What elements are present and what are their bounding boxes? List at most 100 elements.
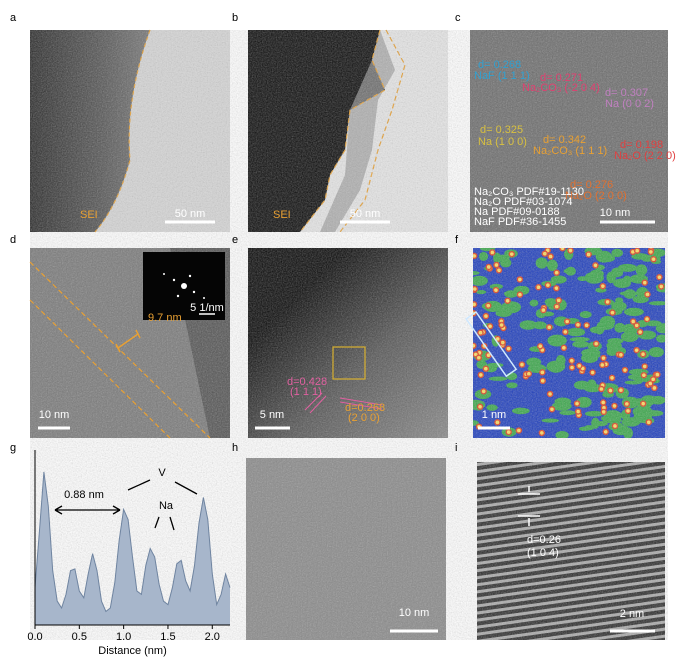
atom-core: [506, 346, 511, 351]
atom-core: [547, 325, 552, 330]
blob: [576, 396, 592, 408]
atom-core: [473, 302, 476, 307]
atom-core: [634, 348, 639, 352]
annotation: d= 0.271: [540, 72, 583, 84]
x-tick-label: 0.5: [72, 631, 87, 643]
atom-core: [603, 430, 608, 434]
annotation: V: [158, 467, 166, 479]
atom-core: [548, 392, 552, 396]
atom-core: [610, 376, 614, 380]
atom-core: [540, 431, 544, 435]
atom-core: [641, 401, 646, 406]
scale-label: 2 nm: [620, 608, 644, 620]
annotation: d= 0.342: [543, 134, 586, 146]
atom-core: [626, 409, 630, 413]
blob: [611, 301, 627, 312]
annotation: (2 0 0): [348, 412, 380, 424]
blob: [563, 268, 573, 274]
atom-core: [601, 410, 606, 414]
lattice-markers: [304, 392, 383, 414]
atom-core: [554, 270, 559, 275]
annotation: Na (0 0 2): [605, 98, 654, 110]
atom-core: [657, 275, 662, 279]
annotation: NaF (1 1 1): [474, 70, 530, 82]
atom-core: [527, 371, 531, 376]
atom-core: [593, 263, 598, 268]
blob: [546, 259, 558, 272]
atom-core: [479, 373, 483, 377]
atom-core: [473, 287, 477, 291]
blob: [591, 417, 600, 429]
blob: [566, 327, 586, 337]
x-tick-label: 1.0: [116, 631, 131, 643]
atom-core: [576, 409, 580, 414]
atom-core: [642, 364, 647, 369]
annotation: Na₂O PDF#03-1074: [474, 196, 572, 208]
roi-box: [332, 346, 366, 380]
atom-core: [560, 248, 565, 251]
atom-core: [540, 379, 545, 383]
annotation: 50 nm: [350, 208, 381, 220]
atom-core: [568, 248, 573, 253]
atom-core: [486, 265, 491, 269]
atom-core: [473, 254, 477, 258]
blob: [631, 253, 649, 260]
spacing-marker: [518, 486, 540, 526]
annotation: d=0.26: [527, 534, 561, 546]
blob: [606, 271, 616, 284]
annotation: SEI: [80, 209, 98, 221]
blob: [532, 321, 547, 330]
scale-label: 10 nm: [600, 207, 631, 219]
atom-core: [590, 370, 595, 375]
blob: [473, 275, 488, 286]
blob: [513, 285, 529, 295]
blob: [495, 254, 510, 262]
atom-core: [612, 404, 617, 408]
panel-label: g: [10, 442, 16, 454]
thickness-marker: [115, 329, 141, 353]
blob: [486, 362, 504, 368]
annotation: Na PDF#09-0188: [474, 206, 560, 218]
atom-core: [600, 363, 605, 367]
blob: [572, 340, 590, 348]
atom-core: [546, 283, 550, 287]
atom-core: [550, 407, 554, 412]
x-axis-label: Distance (nm): [98, 645, 166, 657]
annotation: Na (1 0 0): [478, 136, 527, 148]
atom-core: [548, 254, 553, 259]
profile-line: [34, 471, 231, 613]
atom-core: [601, 356, 606, 360]
panel-label: c: [455, 12, 461, 24]
blob: [613, 278, 631, 288]
atom-core: [642, 373, 646, 377]
blob: [554, 316, 569, 327]
blob: [506, 382, 518, 389]
atom-core: [602, 406, 606, 410]
x-tick-label: 2.0: [205, 631, 220, 643]
atom-core: [488, 324, 492, 329]
blob: [635, 264, 648, 276]
blob: [555, 430, 569, 438]
atom-core: [536, 285, 541, 290]
annotation: Na: [159, 500, 174, 512]
annotation: Na₂CO₃ PDF#19-1130: [474, 186, 584, 198]
profile-fill: [35, 472, 230, 625]
atom-core: [642, 280, 647, 285]
noise-layer: [30, 30, 668, 640]
atom-core: [608, 388, 613, 393]
blob: [645, 320, 662, 327]
atom-core: [641, 352, 645, 357]
atom-core: [648, 381, 653, 386]
blob: [504, 290, 518, 298]
annotation: 50 nm: [175, 208, 206, 220]
atom-core: [635, 248, 639, 253]
atom-core: [517, 428, 521, 433]
blob: [606, 341, 622, 351]
atom-core: [542, 251, 547, 256]
atom-core: [645, 292, 650, 297]
atom-core: [605, 300, 610, 304]
annotation: SEI: [273, 209, 291, 221]
blob: [620, 331, 639, 343]
image-b-dark: [248, 30, 385, 232]
annotation: d= 0.325: [480, 124, 523, 136]
